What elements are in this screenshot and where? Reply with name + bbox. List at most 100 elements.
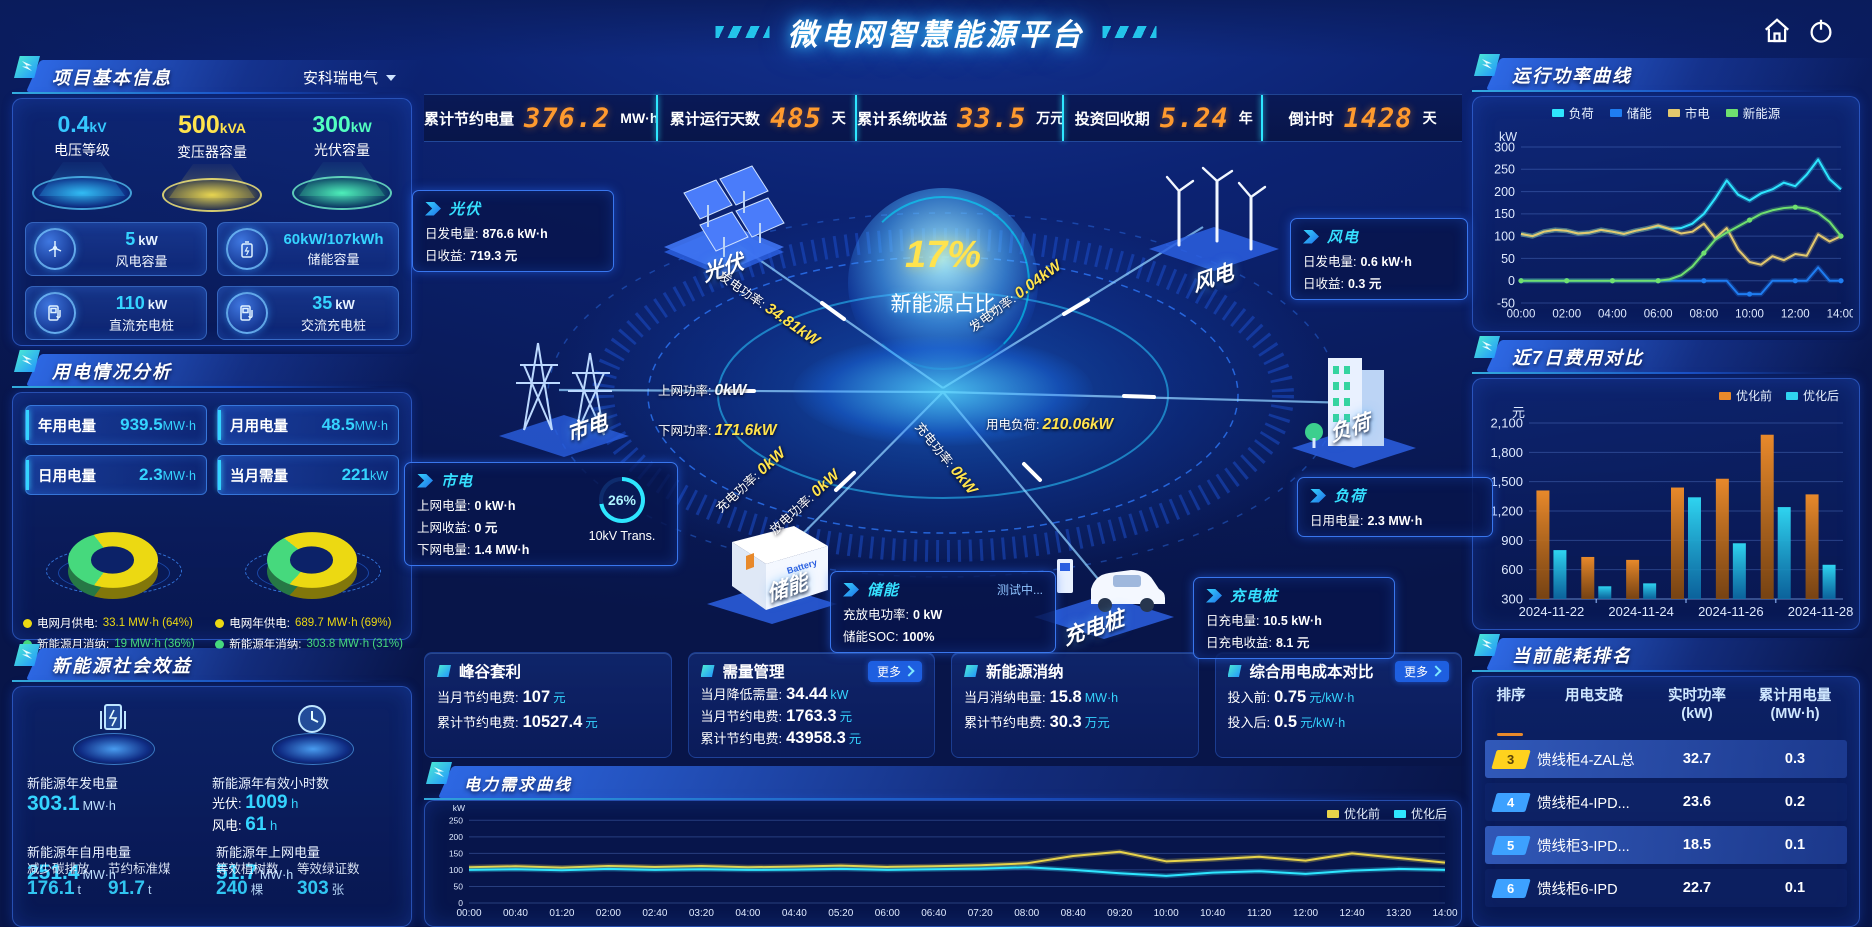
- charger-info-box: 充电桩 日充电量: 10.5 kW·h 日充电收益: 8.1 元: [1193, 577, 1395, 659]
- cost-compare-body: 优化前 优化后 2,100 1,800 1,500 1,200 900 600 300 元 20…: [1472, 378, 1860, 630]
- kpi-unit: 万元: [1036, 110, 1065, 126]
- ranking-title: 当前能耗排名: [1512, 646, 1632, 666]
- legend-item: 市电: [1667, 103, 1710, 122]
- ranking-table-header: 排序 用电支路 实时功率 (kW) 累计用电量 (MW·h): [1485, 687, 1847, 723]
- kpi-value: 33.5: [957, 102, 1027, 134]
- legend-item: 负荷: [1551, 103, 1594, 122]
- chevron-right-icon: [1430, 665, 1442, 677]
- kpi-stats-bar: 累计节约电量 376.2 MW·h 累计运行天数 485 天 累计系统收益 33.5 万元 …: [424, 94, 1462, 142]
- box-title: 风电: [1327, 229, 1360, 246]
- svg-text:08:00: 08:00: [1014, 908, 1039, 919]
- legend-item: 优化前: [1718, 387, 1772, 404]
- month-energy-donut: [38, 513, 188, 609]
- power-curve-panel: 运行功率曲线 负荷 储能 市电 新能源 300 250 200 150 100 50 0 -5…: [1472, 54, 1860, 332]
- grid-feed-stat: 新能源年上网电量 51.7 MW·h: [216, 842, 405, 885]
- cost-compare-panel: 近7日费用对比 优化前 优化后 2,100 1,800 1,500 1,200 900 6…: [1472, 336, 1860, 630]
- panel-corner-icon: [426, 762, 452, 784]
- kpi-system-income: 累计系统收益 33.5 万元: [857, 95, 1065, 141]
- svg-text:06:00: 06:00: [1644, 309, 1673, 321]
- svg-text:50: 50: [454, 881, 464, 891]
- transformer-load-gauge: 26% 10kV Trans.: [579, 477, 665, 543]
- svg-text:1,500: 1,500: [1490, 474, 1523, 489]
- transformer-capacity-stat: 500kVA 变压器容量: [153, 111, 271, 212]
- legend-item: 优化后: [1785, 387, 1839, 404]
- peak-valley-card: 峰谷套利 当月节约电费: 107 元 累计节约电费: 10527.4 元: [424, 652, 672, 758]
- svg-text:02:40: 02:40: [642, 908, 667, 919]
- legend-label: 电网月供电:: [37, 618, 98, 630]
- power-icon[interactable]: [1806, 16, 1836, 46]
- glow-pad: [292, 176, 392, 210]
- legend-item: 优化后: [1393, 805, 1447, 822]
- svg-text:10:00: 10:00: [1154, 908, 1179, 919]
- glow-pad: [32, 176, 132, 210]
- demand-curve-header: 电力需求曲线: [424, 762, 1462, 800]
- legend-swatch-icon: [1718, 391, 1731, 400]
- trees-equivalent-stat: 等效植树数 240 棵: [216, 858, 279, 900]
- svg-text:2,100: 2,100: [1490, 416, 1523, 431]
- self-use-stat: 新能源年自用电量 251.4 MW·h: [27, 842, 216, 885]
- svg-text:100: 100: [449, 865, 463, 875]
- svg-text:200: 200: [1494, 185, 1515, 199]
- company-dropdown[interactable]: 安科瑞电气: [297, 65, 402, 90]
- box-title: 储能: [867, 582, 900, 599]
- stat-unit: t: [147, 883, 152, 897]
- stat-sub-unit: h: [291, 796, 299, 811]
- chevron-right-icon: [903, 665, 915, 677]
- branch-name: 馈线柜6-IPD: [1537, 881, 1618, 898]
- capacity-value: 60kW/107kWh: [283, 230, 384, 248]
- power-curve-title: 运行功率曲线: [1512, 66, 1632, 86]
- legend-item: 电网月供电: 33.1 MW·h (64%): [23, 615, 209, 631]
- demand-management-more-button[interactable]: 更多: [867, 660, 922, 682]
- ev-charger-illustration: [1034, 559, 1174, 639]
- dc-charger-card: 110 kW 直流充电桩: [25, 286, 207, 340]
- capacity-unit: kW: [335, 296, 355, 312]
- wind-turbines-illustration: [1149, 166, 1279, 271]
- green-cert-stat: 等效绿证数 303 张: [297, 858, 360, 900]
- legend-swatch-icon: [1785, 391, 1798, 400]
- arrow-icon: [843, 582, 859, 597]
- demand-management-card: 需量管理 更多 当月降低需量: 34.44 kW 当月节约电费: 1763.3 元 累计…: [687, 652, 935, 758]
- svg-text:01:20: 01:20: [549, 908, 574, 919]
- kpi-unit: 年: [1238, 110, 1253, 126]
- stat-value: 300: [312, 111, 351, 137]
- stat-label: 减少碳排放: [27, 862, 90, 876]
- svg-text:14:00: 14:00: [1827, 309, 1853, 321]
- carousel-layer-a: 新能源年自用电量 251.4 MW·h 新能源年上网电量 51.7 MW·h: [27, 842, 405, 885]
- project-info-title: 项目基本信息: [52, 68, 172, 88]
- col-power: 实时功率 (kW): [1668, 688, 1726, 723]
- renewable-percentage-label: 新能源占比: [890, 293, 996, 316]
- usage-analysis-title: 用电情况分析: [52, 362, 172, 382]
- svg-text:07:20: 07:20: [968, 908, 993, 919]
- stat-label: 节约标准煤: [107, 862, 171, 876]
- ranking-body: 排序 用电支路 实时功率 (kW) 累计用电量 (MW·h) 3 馈线柜4-ZAL总…: [1472, 676, 1860, 927]
- realtime-power: 32.7: [1682, 751, 1712, 768]
- power-curve-header: 运行功率曲线: [1472, 54, 1860, 92]
- cost-comparison-more-button[interactable]: 更多: [1394, 660, 1449, 682]
- legend-label: 储能: [1626, 107, 1652, 121]
- card-corner-icon: [964, 665, 978, 677]
- coal-saving-stat: 节约标准煤 91.7 t: [108, 858, 171, 900]
- svg-text:10:40: 10:40: [1200, 908, 1225, 919]
- stat-value: 176.1: [27, 878, 75, 899]
- kpi-label: 倒计时: [1288, 110, 1334, 128]
- benefit-icons-row: [13, 687, 411, 765]
- legend-label: 负荷: [1568, 107, 1594, 121]
- legend-dot-icon: [215, 618, 225, 628]
- demand-curve-panel: 电力需求曲线 优化前 优化后 250 200 150 100 50 0 kW 00:00 00:…: [424, 762, 1462, 927]
- panel-corner-icon: [14, 644, 40, 666]
- usage-analysis-body: 年用电量 939.5MW·h 月用电量 48.5MW·h 日用电量 2.3MW·h 当…: [12, 392, 412, 651]
- kpi-unit: 天: [831, 110, 846, 126]
- box-title: 光伏: [449, 201, 482, 218]
- legend-swatch-icon: [1667, 108, 1680, 117]
- svg-text:12:00: 12:00: [1781, 309, 1810, 321]
- total-energy: 0.3: [1784, 751, 1806, 768]
- svg-text:13:20: 13:20: [1386, 908, 1411, 919]
- legend-label: 优化前: [1343, 807, 1380, 821]
- carbon-reduction-stat: 减少碳排放 176.1 t: [27, 858, 90, 900]
- day-usage-pill: 日用电量 2.3MW·h: [25, 455, 207, 495]
- home-icon[interactable]: [1762, 16, 1792, 46]
- legend-item: 电网年供电: 689.7 MW·h (69%): [215, 615, 403, 631]
- stat-value: 251.4: [27, 861, 80, 884]
- svg-text:200: 200: [449, 832, 463, 842]
- svg-text:100: 100: [1494, 230, 1515, 244]
